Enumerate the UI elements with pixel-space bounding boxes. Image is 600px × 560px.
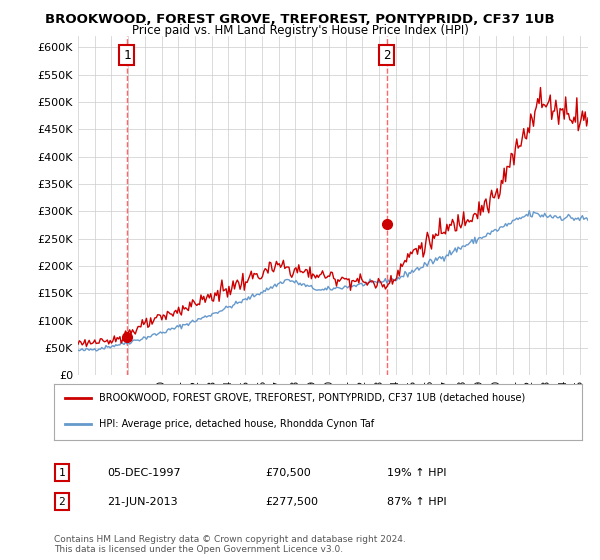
Text: BROOKWOOD, FOREST GROVE, TREFOREST, PONTYPRIDD, CF37 1UB (detached house): BROOKWOOD, FOREST GROVE, TREFOREST, PONT…	[99, 393, 525, 403]
Text: £277,500: £277,500	[265, 497, 318, 507]
Text: 19% ↑ HPI: 19% ↑ HPI	[386, 468, 446, 478]
Text: BROOKWOOD, FOREST GROVE, TREFOREST, PONTYPRIDD, CF37 1UB: BROOKWOOD, FOREST GROVE, TREFOREST, PONT…	[45, 13, 555, 26]
Text: 2: 2	[59, 497, 65, 507]
Text: Contains HM Land Registry data © Crown copyright and database right 2024.: Contains HM Land Registry data © Crown c…	[54, 535, 406, 544]
Text: 2: 2	[383, 49, 391, 62]
Text: 05-DEC-1997: 05-DEC-1997	[107, 468, 181, 478]
Text: 1: 1	[123, 49, 131, 62]
Text: £70,500: £70,500	[265, 468, 311, 478]
Text: HPI: Average price, detached house, Rhondda Cynon Taf: HPI: Average price, detached house, Rhon…	[99, 419, 374, 429]
Text: 1: 1	[59, 468, 65, 478]
Text: Price paid vs. HM Land Registry's House Price Index (HPI): Price paid vs. HM Land Registry's House …	[131, 24, 469, 37]
Text: 87% ↑ HPI: 87% ↑ HPI	[386, 497, 446, 507]
Text: 21-JUN-2013: 21-JUN-2013	[107, 497, 178, 507]
Text: This data is licensed under the Open Government Licence v3.0.: This data is licensed under the Open Gov…	[54, 545, 343, 554]
